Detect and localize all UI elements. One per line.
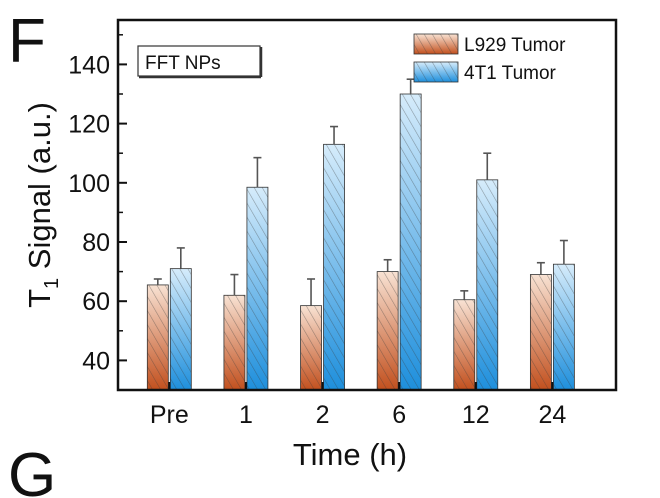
bar-4t1-12 [476, 179, 499, 391]
bar-4t1-1 [246, 186, 269, 391]
legend: L929 Tumor 4T1 Tumor [413, 33, 566, 84]
y-axis-title-rest: Signal (a.u.) [22, 102, 57, 278]
bar-l929-Pre [146, 284, 169, 391]
x-tick-label: 1 [239, 401, 253, 429]
y-tick-label: 80 [82, 229, 110, 257]
x-tick-label: 24 [538, 401, 566, 429]
y-axis-title-subscript: 1 [41, 278, 63, 289]
x-tick-label: Pre [150, 401, 189, 429]
x-tick-label: 12 [462, 401, 490, 429]
bars-layer [146, 78, 575, 391]
x-axis: Pre 1 2 6 12 24 [150, 382, 566, 429]
x-tick-label: 6 [392, 401, 406, 429]
bar-l929-12 [453, 299, 476, 391]
bar-4t1-24 [552, 263, 575, 391]
plot-frame [116, 18, 618, 392]
y-tick-label: 120 [68, 111, 110, 139]
legend-entry-l929: L929 Tumor [413, 33, 566, 56]
bar-l929-1 [223, 294, 246, 391]
y-tick-label: 100 [68, 170, 110, 198]
y-axis-title-main: T [22, 289, 57, 308]
legend-label-4t1: 4T1 Tumor [464, 63, 557, 84]
bar-4t1-Pre [169, 268, 192, 391]
y-axis-title: T1 Signal (a.u.) [22, 102, 63, 308]
inset-label-box: FFT NPs [137, 45, 263, 79]
y-axis: 40 60 80 100 120 140 [68, 34, 127, 375]
bar-4t1-2 [323, 143, 345, 391]
x-tick-label: 2 [316, 401, 330, 429]
y-tick-label: 140 [68, 51, 110, 79]
x-axis-title: Time (h) [293, 437, 407, 472]
inset-label: FFT NPs [145, 53, 221, 74]
panel-letter-g: G [8, 441, 56, 498]
legend-label-l929: L929 Tumor [464, 35, 566, 56]
legend-entry-4t1: 4T1 Tumor [413, 61, 557, 84]
panel-letter-f: F [8, 7, 46, 76]
bar-l929-24 [529, 274, 552, 391]
bar-4t1-6 [399, 93, 422, 391]
bar-l929-2 [300, 305, 322, 391]
bar-l929-6 [376, 271, 399, 391]
y-tick-label: 60 [82, 288, 110, 316]
y-tick-label: 40 [82, 347, 110, 375]
